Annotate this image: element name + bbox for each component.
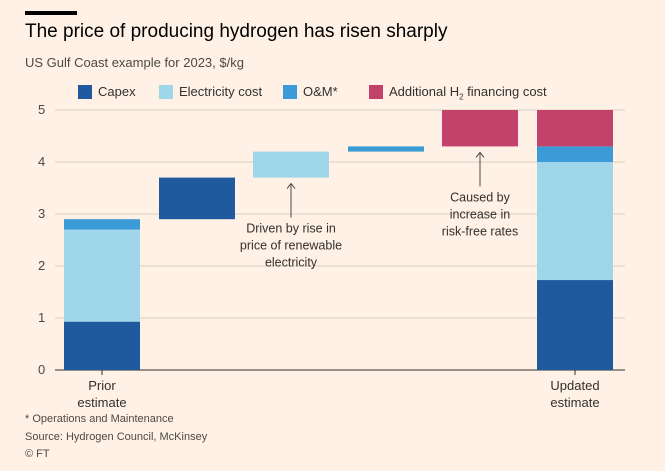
bar-segment bbox=[159, 177, 235, 220]
legend-swatch-financing bbox=[369, 85, 383, 99]
annotation-text: risk-free rates bbox=[442, 224, 518, 238]
legend-label-financing: Additional H2 financing cost bbox=[389, 84, 547, 102]
chart-subtitle: US Gulf Coast example for 2023, $/kg bbox=[25, 55, 244, 70]
bar-segment bbox=[64, 321, 140, 370]
annotation-text: electricity bbox=[265, 256, 318, 270]
footnote: * Operations and Maintenance bbox=[25, 413, 174, 425]
y-tick-label: 0 bbox=[38, 362, 45, 377]
legend-swatch-capex bbox=[78, 85, 92, 99]
y-tick-label: 5 bbox=[38, 102, 45, 117]
bar-segment bbox=[537, 280, 613, 370]
bar-segment bbox=[348, 146, 424, 152]
y-tick-label: 2 bbox=[38, 258, 45, 273]
legend-swatch-electricity bbox=[159, 85, 173, 99]
legend-label-capex: Capex bbox=[98, 84, 136, 99]
bar-segment bbox=[537, 162, 613, 281]
y-tick-label: 3 bbox=[38, 206, 45, 221]
legend-label-electricity: Electricity cost bbox=[179, 84, 263, 99]
annotation-text: increase in bbox=[450, 207, 510, 221]
legend-label-om: O&M* bbox=[303, 84, 338, 99]
credit: © FT bbox=[25, 448, 50, 460]
brand-bar bbox=[25, 11, 77, 15]
x-tick-label: estimate bbox=[77, 395, 126, 410]
y-tick-label: 1 bbox=[38, 310, 45, 325]
annotation-arrowhead bbox=[475, 151, 485, 158]
bar-segment bbox=[253, 151, 329, 178]
annotation-text: price of renewable bbox=[240, 239, 342, 253]
bar-segment bbox=[537, 146, 613, 162]
bar-segment bbox=[64, 229, 140, 322]
x-tick-label: estimate bbox=[550, 395, 599, 410]
bar-segment bbox=[442, 110, 518, 147]
x-tick-label: Prior bbox=[88, 378, 116, 393]
legend-swatch-om bbox=[283, 85, 297, 99]
x-tick-label: Updated bbox=[550, 378, 599, 393]
bar-segment bbox=[537, 110, 613, 147]
annotation-text: Caused by bbox=[450, 190, 511, 204]
annotation-arrowhead bbox=[286, 182, 296, 189]
y-tick-label: 4 bbox=[38, 154, 45, 169]
bar-segment bbox=[64, 219, 140, 230]
annotation-text: Driven by rise in bbox=[246, 222, 336, 236]
chart-title: The price of producing hydrogen has rise… bbox=[25, 21, 448, 42]
source-note: Source: Hydrogen Council, McKinsey bbox=[25, 431, 208, 443]
